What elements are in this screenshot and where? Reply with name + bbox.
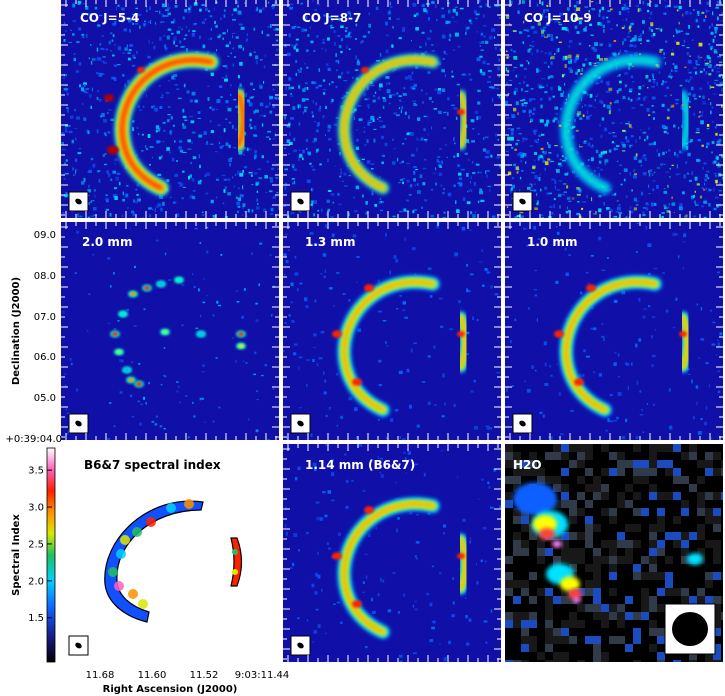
y-tick-label: 05.0 bbox=[34, 393, 56, 404]
panel-1p0mm-title: 1.0 mm bbox=[527, 235, 577, 249]
colorbar-tick-label: 2.5 bbox=[28, 539, 44, 550]
colorbar-tick-label: 1.5 bbox=[28, 613, 44, 624]
panel-co109-title: CO J=10-9 bbox=[524, 11, 592, 25]
panel-1p3mm-title: 1.3 mm bbox=[305, 235, 355, 249]
colorbar-gradient bbox=[46, 447, 56, 663]
panel-1p14mm-image bbox=[283, 444, 501, 662]
y-tick-label: 07.0 bbox=[34, 312, 56, 323]
y-tick-label: +0:39:04.0 bbox=[6, 434, 62, 445]
panel-co87: CO J=8-7 bbox=[283, 0, 501, 218]
panel-co109-image bbox=[505, 0, 723, 218]
x-tick-label: 9:03:11.44 bbox=[235, 670, 289, 681]
panel-1p3mm-image bbox=[283, 222, 501, 440]
x-axis-label: Right Ascension (J2000) bbox=[103, 684, 238, 695]
y-axis: 09.0 08.0 07.0 06.0 05.0 +0:39:04.0 Decl… bbox=[6, 230, 62, 445]
panel-co109: CO J=10-9 bbox=[505, 0, 723, 218]
panel-2mm-image bbox=[61, 222, 279, 440]
x-axis: 11.68 11.60 11.52 9:03:11.44 Right Ascen… bbox=[86, 670, 290, 695]
colorbar-tick-label: 2.0 bbox=[28, 576, 44, 587]
panel-co54-image bbox=[61, 0, 279, 218]
x-tick-label: 11.52 bbox=[190, 670, 219, 681]
panel-1p3mm: 1.3 mm bbox=[283, 222, 501, 440]
colorbar-label: Spectral Index bbox=[11, 514, 22, 596]
panel-spectral-index: B6&7 spectral index bbox=[61, 444, 279, 662]
panel-co54-title: CO J=5-4 bbox=[80, 11, 139, 25]
panel-1p0mm-image bbox=[505, 222, 723, 440]
panel-co54: CO J=5-4 bbox=[61, 0, 279, 218]
panel-grid: CO J=5-4 CO J=8-7 CO J=10-9 2.0 mm 1.3 m… bbox=[61, 0, 723, 662]
y-axis-label: Declination (J2000) bbox=[11, 277, 22, 385]
panel-co87-image bbox=[283, 0, 501, 218]
panel-2mm-title: 2.0 mm bbox=[82, 235, 132, 249]
x-tick-label: 11.60 bbox=[138, 670, 167, 681]
panel-spectral-index-title: B6&7 spectral index bbox=[84, 458, 221, 472]
panel-h2o-title: H2O bbox=[513, 458, 542, 472]
x-tick-label: 11.68 bbox=[86, 670, 115, 681]
colorbar-tick-label: 3.0 bbox=[28, 503, 44, 514]
y-tick-label: 06.0 bbox=[34, 352, 56, 363]
colorbar: 3.5 3.0 2.5 2.0 1.5 Spectral Index bbox=[11, 447, 56, 663]
y-tick-label: 08.0 bbox=[34, 271, 56, 282]
panel-spectral-index-image bbox=[61, 444, 279, 662]
panel-1p0mm: 1.0 mm bbox=[505, 222, 723, 440]
panel-h2o: H2O bbox=[505, 444, 723, 662]
panel-1p14mm-title: 1.14 mm (B6&7) bbox=[305, 458, 415, 472]
panel-h2o-image bbox=[505, 444, 723, 662]
y-tick-label: 09.0 bbox=[34, 230, 56, 241]
panel-1p14mm: 1.14 mm (B6&7) bbox=[283, 444, 501, 662]
panel-2mm: 2.0 mm bbox=[61, 222, 279, 440]
colorbar-tick-label: 3.5 bbox=[28, 466, 44, 477]
panel-co87-title: CO J=8-7 bbox=[302, 11, 361, 25]
